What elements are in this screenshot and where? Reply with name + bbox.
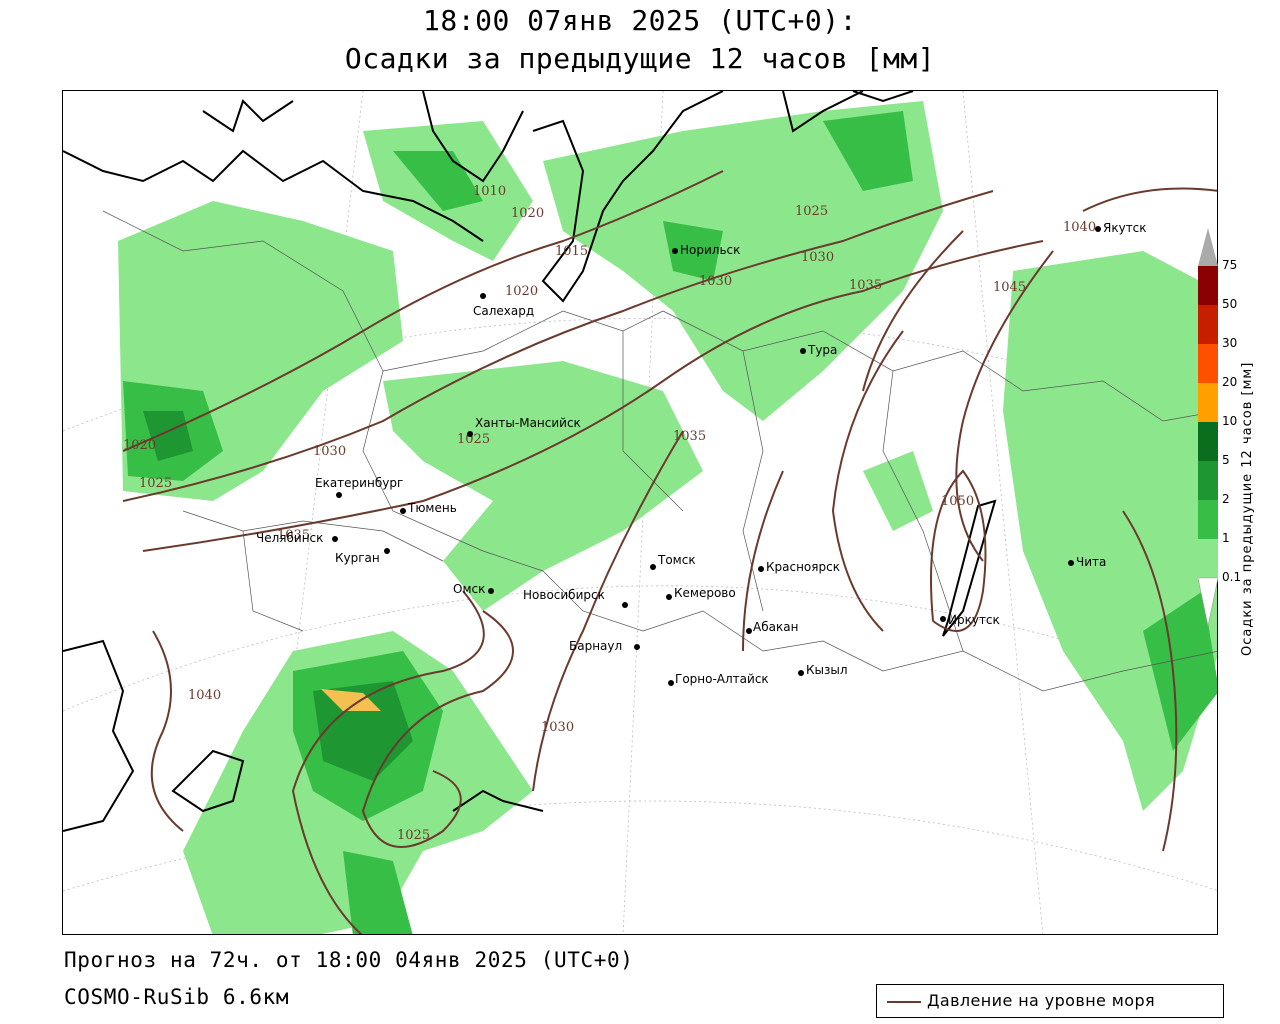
isobars — [122, 170, 1217, 934]
isobar-label: 1025 — [457, 432, 490, 447]
isobar-label: 1020 — [511, 206, 544, 221]
city-markers: Норильск Салехард Тура Якутск Ханты-Манс… — [256, 221, 1147, 686]
colorbar-tick: 20 — [1222, 375, 1238, 389]
isobar-label: 1030 — [313, 444, 346, 459]
city-label: Омск — [453, 582, 485, 596]
map-title-time: 18:00 07янв 2025 (UTC+0): — [423, 4, 857, 37]
isobar-label: 1020 — [123, 438, 156, 453]
coastline — [63, 91, 997, 832]
isobar-label: 1030 — [699, 274, 732, 289]
city-label: Норильск — [680, 243, 740, 257]
colorbar-bin — [1198, 305, 1218, 344]
city-label: Тура — [807, 343, 837, 357]
isobar-label: 1025 — [397, 828, 430, 843]
forecast-info: Прогноз на 72ч. от 18:00 04янв 2025 (UTC… — [64, 948, 634, 972]
colorbar-bin — [1198, 461, 1218, 500]
isobar-label: 1040 — [188, 688, 221, 703]
legend-label: Давление на уровне моря — [927, 991, 1156, 1010]
map-title-variable: Осадки за предыдущие 12 часов [мм] — [344, 42, 936, 75]
colorbar-tick: 1 — [1222, 531, 1230, 545]
map-canvas: 1010 1015 1020 1025 1030 1035 1040 1045 … — [63, 91, 1217, 934]
city-label: Горно-Алтайск — [675, 672, 769, 686]
colorbar-bin — [1198, 500, 1218, 539]
precipitation-map: 1010 1015 1020 1025 1030 1035 1040 1045 … — [62, 90, 1218, 935]
isobar-label: 1010 — [473, 184, 506, 199]
colorbar-tick: 50 — [1222, 297, 1238, 311]
isobar-label: 1035 — [673, 429, 706, 444]
city-label: Салехард — [473, 304, 534, 318]
precipitation-field — [118, 101, 1217, 934]
isobar-label: 1030 — [541, 720, 574, 735]
isobar-label: 1035 — [277, 528, 310, 543]
isobar-label: 1020 — [505, 284, 538, 299]
city-label: Красноярск — [766, 560, 840, 574]
colorbar-tick: 0.1 — [1222, 570, 1242, 584]
city-label: Томск — [657, 553, 696, 567]
city-label: Абакан — [753, 620, 798, 634]
colorbar-under-arrow — [1198, 577, 1218, 627]
city-label: Челябинск — [256, 531, 323, 545]
colorbar-bin — [1198, 266, 1218, 305]
colorbar-over-arrow — [1198, 228, 1218, 266]
colorbar-bin — [1198, 344, 1218, 383]
pressure-line-swatch — [887, 1001, 921, 1003]
city-label: Барнаул — [569, 639, 622, 653]
colorbar-title: Осадки за предыдущие 12 часов [мм] — [1240, 361, 1255, 656]
isobar-labels: 1010 1015 1020 1025 1030 1035 1040 1045 … — [123, 184, 1096, 843]
colorbar-tick: 2 — [1222, 492, 1230, 506]
colorbar-bin — [1198, 383, 1218, 422]
isobar-label: 1050 — [941, 494, 974, 509]
city-label: Кемерово — [674, 586, 736, 600]
isobar-label: 1025 — [795, 204, 828, 219]
isobar-label: 1025 — [139, 476, 172, 491]
colorbar-bin — [1198, 539, 1218, 578]
precipitation-colorbar — [1198, 228, 1218, 627]
isobar-label: 1045 — [993, 280, 1026, 295]
city-label: Чита — [1076, 555, 1106, 569]
city-label: Курган — [335, 551, 380, 565]
colorbar-tick: 5 — [1222, 453, 1230, 467]
city-label: Кызыл — [806, 663, 848, 677]
city-label: Новосибирск — [523, 588, 605, 602]
city-label: Ханты-Мансийск — [475, 416, 581, 430]
model-name: COSMO-RuSib 6.6км — [64, 985, 290, 1009]
city-label: Екатеринбург — [315, 476, 403, 490]
city-label: Тюмень — [407, 501, 457, 515]
isobar-label: 1040 — [1063, 220, 1096, 235]
isobar-label: 1015 — [555, 244, 588, 259]
isobar-label: 1035 — [849, 278, 882, 293]
colorbar-tick: 75 — [1222, 258, 1238, 272]
city-label: Якутск — [1103, 221, 1147, 235]
admin-borders — [102, 210, 1217, 692]
map-legend: Давление на уровне моря — [876, 984, 1224, 1018]
colorbar-tick: 30 — [1222, 336, 1238, 350]
city-label: Иркутск — [948, 613, 1000, 627]
colorbar-tick: 10 — [1222, 414, 1238, 428]
colorbar-bin — [1198, 422, 1218, 461]
isobar-label: 1030 — [801, 250, 834, 265]
